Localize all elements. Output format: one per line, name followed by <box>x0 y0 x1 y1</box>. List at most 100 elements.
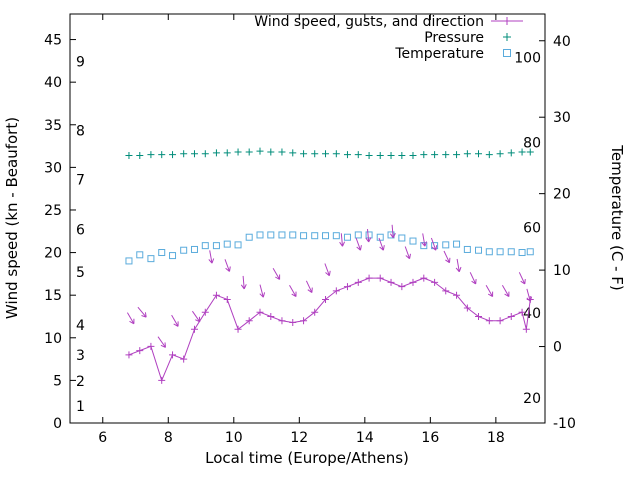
y-right-tick-label: 30 <box>553 110 571 126</box>
y-left-tick-label: 10 <box>44 331 62 347</box>
plot-frame <box>69 13 546 424</box>
wind-speed-point <box>300 317 308 325</box>
temperature-point <box>212 242 220 250</box>
wind-direction-arrow <box>289 285 297 298</box>
pressure-point <box>300 150 308 158</box>
wind-speed-point <box>322 295 330 303</box>
wind-speed-point <box>147 342 155 350</box>
pressure-point <box>354 151 362 159</box>
wind-direction-arrow <box>355 237 362 251</box>
wind-direction-arrow <box>171 314 179 327</box>
wind-speed-point <box>332 287 340 295</box>
temperature-point <box>496 248 504 256</box>
wind-speed-point <box>343 283 351 291</box>
temperature-point <box>409 237 417 245</box>
temperature-point <box>278 231 286 239</box>
temperature-point <box>507 248 515 256</box>
fahrenheit-scale-label: 40 <box>523 306 541 322</box>
pressure-point <box>398 151 406 159</box>
pressure-point <box>212 149 220 157</box>
legend-label: Temperature <box>394 46 484 62</box>
pressure-point <box>420 151 428 159</box>
x-tick-label: 10 <box>225 430 243 446</box>
temperature-point <box>256 231 264 239</box>
wind-direction-arrow <box>224 259 231 272</box>
temperature-point <box>463 245 471 253</box>
pressure-point <box>496 150 504 158</box>
temperature-point <box>453 240 461 248</box>
wind-direction-arrow <box>404 246 411 260</box>
legend-item: Wind speed, gusts, and direction <box>254 14 523 30</box>
pressure-point <box>453 151 461 159</box>
fahrenheit-scale-label: 80 <box>523 135 541 151</box>
wind-speed-point <box>475 312 482 320</box>
wind-speed-point <box>256 308 264 316</box>
pressure-point <box>507 149 515 157</box>
pressure-point <box>190 150 198 158</box>
temperature-point <box>201 242 209 250</box>
pressure-point <box>311 150 319 158</box>
y-left-tick-label: 15 <box>44 288 62 304</box>
wind-speed-point <box>158 376 166 384</box>
wind-speed-point <box>507 312 515 320</box>
series-temperature <box>125 231 534 265</box>
pressure-point <box>365 151 373 159</box>
wind-speed-point <box>365 274 373 282</box>
wind-direction-arrow <box>455 258 462 273</box>
pressure-point <box>125 151 133 159</box>
wind-direction-arrow <box>126 312 135 325</box>
wind-speed-point <box>289 318 297 326</box>
beaufort-scale-label: 6 <box>76 223 85 239</box>
y-right-tick-label: 10 <box>553 263 571 279</box>
wind-direction-arrow <box>324 263 331 277</box>
temperature-point <box>180 246 188 254</box>
temperature-point <box>343 233 351 241</box>
x-tick-label: 6 <box>98 430 107 446</box>
beaufort-scale-label: 8 <box>76 124 85 140</box>
pressure-point <box>223 149 231 157</box>
wind-direction-arrow <box>389 224 396 239</box>
temperature-point <box>354 231 362 239</box>
pressure-point <box>485 151 493 159</box>
wind-direction-arrow <box>443 250 451 264</box>
wind-direction-arrow <box>259 284 266 298</box>
temperature-point <box>169 252 177 260</box>
temperature-point <box>365 231 373 239</box>
wind-speed-point <box>485 317 493 325</box>
temperature-point <box>267 231 275 239</box>
data-series <box>125 147 534 384</box>
pressure-point <box>180 150 188 158</box>
fahrenheit-scale-label: 100 <box>514 51 541 67</box>
pressure-point <box>332 150 340 158</box>
legend-square-sample <box>503 49 511 57</box>
wind-speed-point <box>190 325 198 333</box>
legend-label: Wind speed, gusts, and direction <box>254 14 484 30</box>
pressure-point <box>136 151 144 159</box>
series-wind-direction-arrows <box>126 224 533 348</box>
beaufort-scale-label: 2 <box>76 374 85 390</box>
y-left-tick-label: 35 <box>44 118 62 134</box>
y-right-tick-label: 20 <box>553 187 571 203</box>
y-left-tick-label: 5 <box>53 373 62 389</box>
temperature-point <box>398 234 406 242</box>
temperature-point <box>475 246 482 254</box>
wind-speed-point <box>420 274 428 282</box>
temperature-point <box>300 232 308 240</box>
temperature-point <box>518 249 526 257</box>
x-tick-label: 18 <box>487 430 505 446</box>
wind-direction-arrow <box>339 233 346 247</box>
y-left-tick-label: 40 <box>44 75 62 91</box>
y-left-tick-label: 20 <box>44 246 62 262</box>
wind-direction-arrow <box>305 280 313 294</box>
beaufort-scale-label: 3 <box>76 348 85 364</box>
wind-speed-point <box>267 312 275 320</box>
beaufort-scale-label: 7 <box>76 172 85 188</box>
wind-direction-arrow <box>240 275 247 290</box>
fahrenheit-scale-label: 20 <box>523 391 541 407</box>
fahrenheit-scale-label: 60 <box>523 220 541 236</box>
wind-direction-arrow <box>518 272 526 285</box>
pressure-point <box>442 151 450 159</box>
wind-speed-point <box>522 325 530 333</box>
legend-plus-sample <box>503 33 511 41</box>
